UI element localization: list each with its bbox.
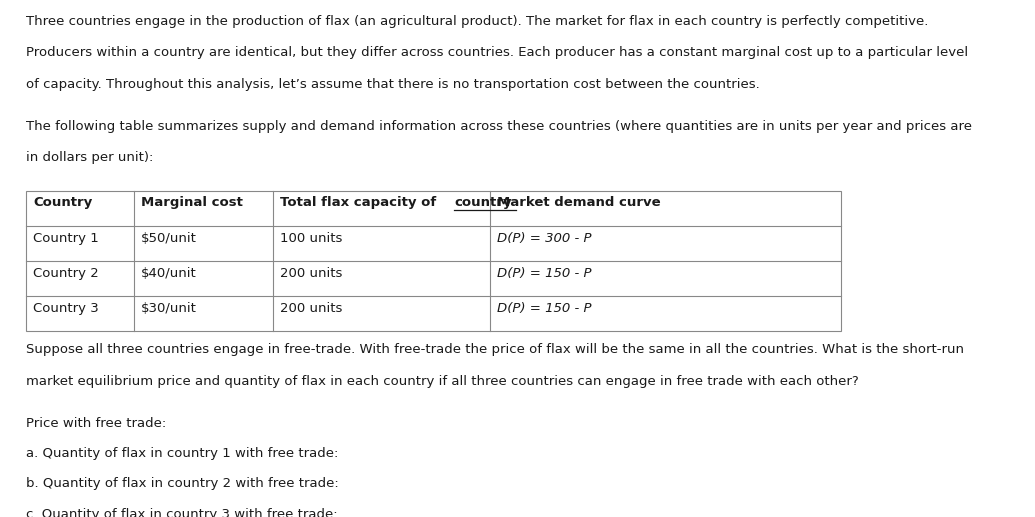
- Text: Country 1: Country 1: [33, 232, 98, 245]
- Text: 200 units: 200 units: [280, 267, 343, 280]
- Text: $40/unit: $40/unit: [142, 267, 197, 280]
- Text: Country 2: Country 2: [33, 267, 98, 280]
- Text: of capacity. Throughout this analysis, let’s assume that there is no transportat: of capacity. Throughout this analysis, l…: [26, 78, 760, 91]
- Text: D(P) = 150 - P: D(P) = 150 - P: [497, 302, 591, 315]
- Text: Producers within a country are identical, but they differ across countries. Each: Producers within a country are identical…: [26, 47, 968, 59]
- Text: a. Quantity of flax in country 1 with free trade:: a. Quantity of flax in country 1 with fr…: [26, 447, 338, 460]
- Text: D(P) = 300 - P: D(P) = 300 - P: [497, 232, 591, 245]
- Text: in dollars per unit):: in dollars per unit):: [26, 151, 153, 164]
- Text: 100 units: 100 units: [280, 232, 343, 245]
- Text: $30/unit: $30/unit: [142, 302, 198, 315]
- Text: Total flax capacity of: Total flax capacity of: [280, 196, 441, 209]
- Text: Three countries engage in the production of flax (an agricultural product). The : Three countries engage in the production…: [26, 14, 928, 27]
- Text: Country: Country: [33, 196, 92, 209]
- Text: The following table summarizes supply and demand information across these countr: The following table summarizes supply an…: [26, 119, 972, 133]
- Text: Price with free trade:: Price with free trade:: [26, 417, 167, 430]
- Text: Marginal cost: Marginal cost: [142, 196, 243, 209]
- Text: Country 3: Country 3: [33, 302, 98, 315]
- Text: $50/unit: $50/unit: [142, 232, 198, 245]
- Text: country: country: [454, 196, 511, 209]
- Text: market equilibrium price and quantity of flax in each country if all three count: market equilibrium price and quantity of…: [26, 375, 859, 388]
- Text: Suppose all three countries engage in free-trade. With free-trade the price of f: Suppose all three countries engage in fr…: [26, 343, 964, 356]
- Text: c. Quantity of flax in country 3 with free trade:: c. Quantity of flax in country 3 with fr…: [26, 508, 337, 517]
- Text: D(P) = 150 - P: D(P) = 150 - P: [497, 267, 591, 280]
- Text: b. Quantity of flax in country 2 with free trade:: b. Quantity of flax in country 2 with fr…: [26, 477, 338, 490]
- Text: Market demand curve: Market demand curve: [497, 196, 660, 209]
- Text: 200 units: 200 units: [280, 302, 343, 315]
